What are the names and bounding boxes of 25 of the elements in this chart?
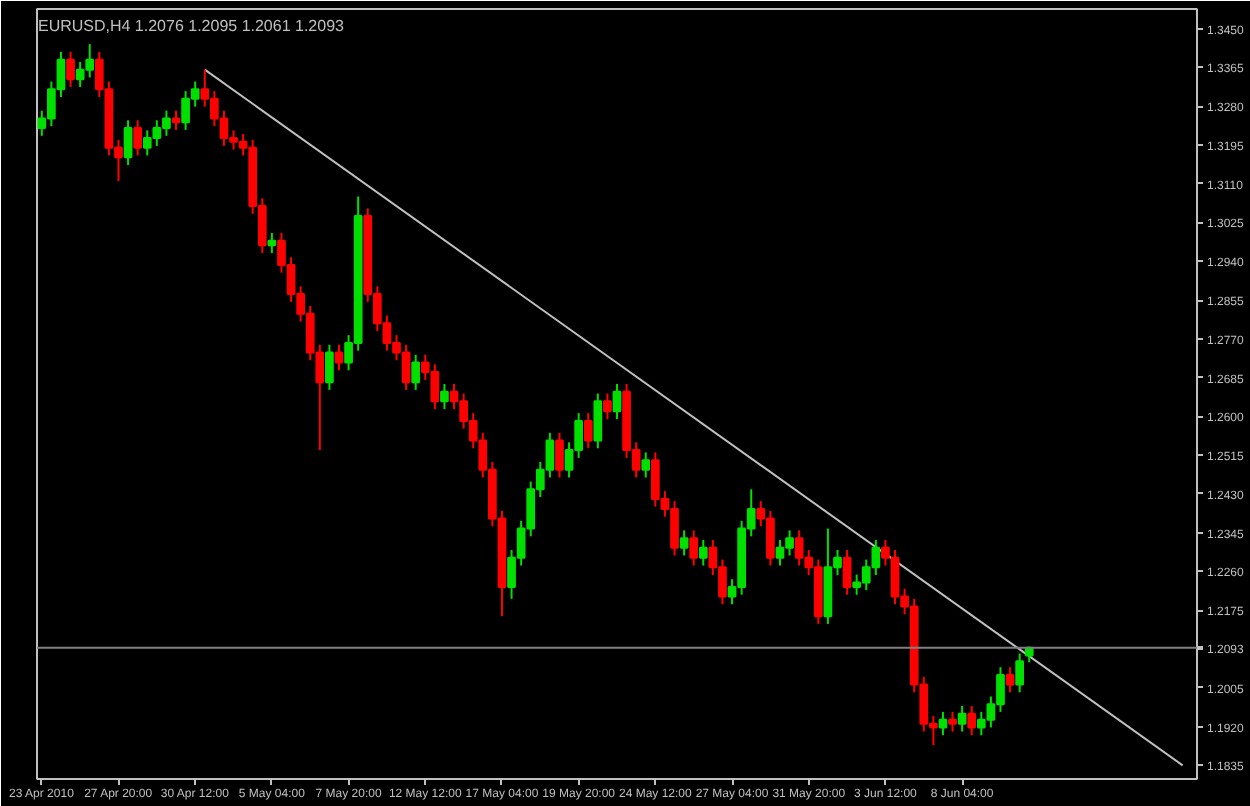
candlestick	[334, 343, 344, 372]
candlestick	[698, 538, 708, 567]
candlestick	[641, 451, 651, 479]
candlestick	[583, 412, 593, 450]
candlestick	[603, 392, 612, 421]
text: EURUSD,H4 1.2076 1.2095 1.2061 1.2093	[37, 17, 346, 35]
candlestick	[1015, 652, 1024, 694]
candlestick	[679, 529, 689, 557]
candlestick	[66, 50, 75, 88]
candlestick	[440, 382, 449, 411]
candlestick	[411, 353, 421, 391]
candlestick	[593, 392, 603, 450]
candlestick	[171, 109, 181, 131]
candlestick	[967, 705, 977, 737]
candlestick	[123, 119, 133, 167]
candlestick	[1005, 666, 1015, 694]
candlestick	[957, 705, 967, 733]
candlestick	[325, 343, 334, 391]
candlestick	[612, 382, 622, 421]
candlestick	[842, 549, 852, 596]
candlestick	[948, 710, 957, 733]
candlestick	[555, 431, 564, 479]
candlestick	[133, 119, 143, 157]
candlestick	[267, 231, 277, 255]
candlestick	[689, 529, 699, 567]
